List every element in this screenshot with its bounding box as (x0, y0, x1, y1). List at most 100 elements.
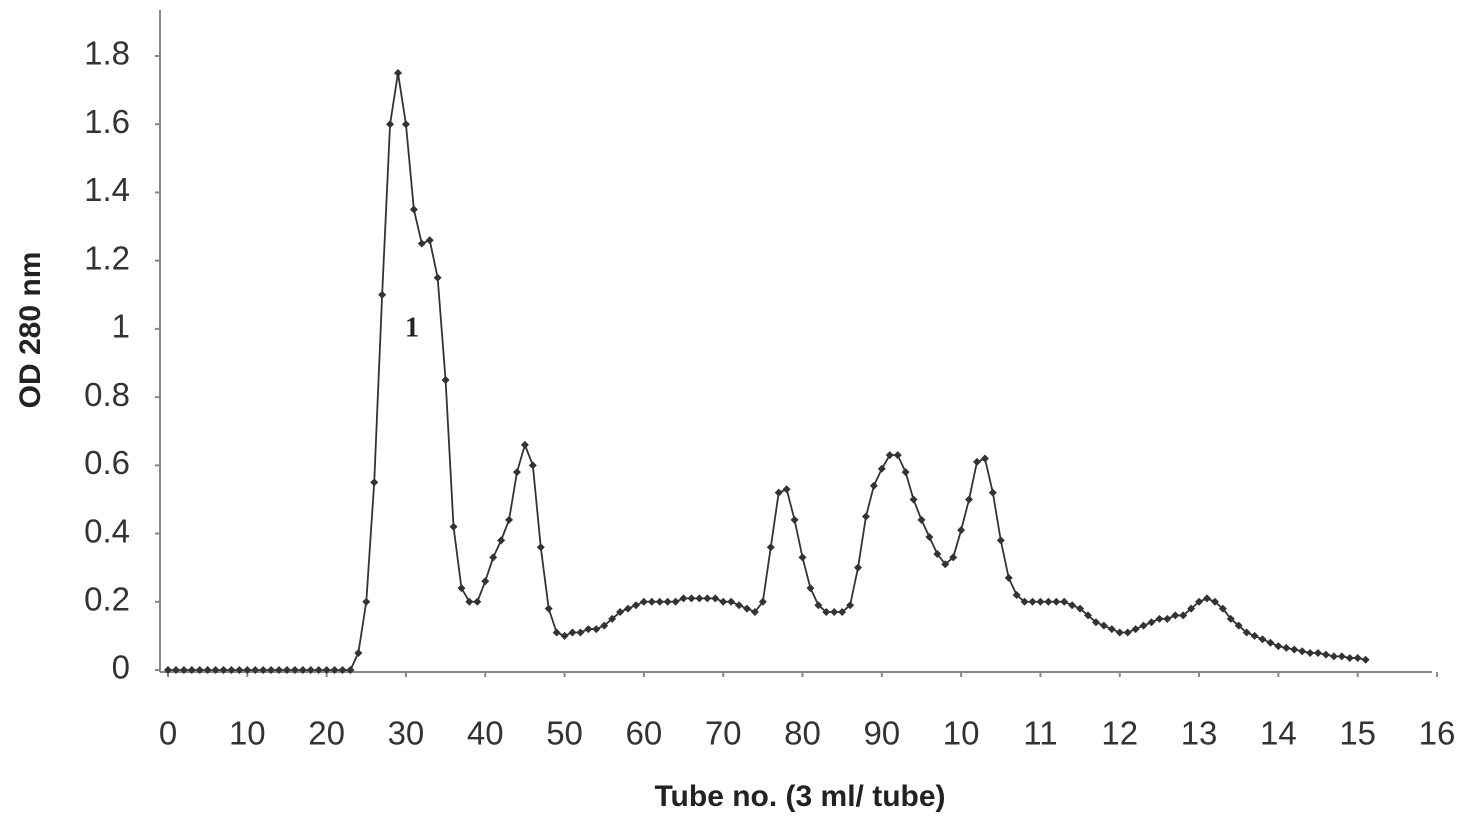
data-point (742, 604, 751, 613)
data-point (806, 584, 815, 593)
data-point (338, 666, 347, 674)
data-point (1163, 614, 1172, 623)
data-point (314, 666, 323, 674)
data-point (290, 666, 299, 674)
data-point (774, 488, 783, 497)
data-point (909, 495, 918, 504)
data-point (758, 597, 767, 606)
data-point (750, 608, 759, 617)
y-tick-label: 0.4 (84, 512, 130, 549)
data-point (1123, 628, 1132, 637)
y-tick-label: 1.6 (84, 103, 130, 140)
data-point (766, 543, 775, 552)
data-point (1091, 618, 1100, 627)
data-point (1226, 614, 1235, 623)
data-point (433, 273, 442, 282)
data-point (980, 454, 989, 463)
data-point (552, 628, 561, 637)
data-point (822, 608, 831, 617)
x-tick-label: 0 (159, 715, 177, 752)
data-point (624, 604, 633, 613)
y-tick-label: 1.8 (84, 35, 130, 72)
data-point (965, 495, 974, 504)
data-point (1314, 648, 1323, 657)
data-point (425, 236, 434, 245)
data-point (259, 666, 268, 674)
data-point (394, 69, 403, 78)
data-point (235, 666, 244, 674)
data-point (996, 536, 1005, 545)
data-point (1306, 648, 1315, 657)
data-point (798, 553, 807, 562)
data-point (671, 597, 680, 606)
data-point (528, 461, 537, 470)
data-point (647, 597, 656, 606)
data-point (401, 120, 410, 129)
x-tick-label: 20 (308, 715, 345, 752)
data-point (520, 440, 529, 449)
data-point (1068, 601, 1077, 610)
data-point (782, 485, 791, 494)
data-point (1004, 573, 1013, 582)
data-point (536, 543, 545, 552)
data-point (814, 601, 823, 610)
data-point (600, 621, 609, 630)
data-point (473, 597, 482, 606)
y-tick-label: 0.8 (84, 376, 130, 413)
y-tick-label: 0.2 (84, 580, 130, 617)
data-point (957, 526, 966, 535)
data-point (949, 553, 958, 562)
y-tick-label: 1 (112, 308, 130, 345)
data-point (282, 666, 291, 674)
x-tick-label: 14 (1260, 715, 1297, 752)
data-point (592, 625, 601, 634)
data-point (925, 532, 934, 541)
data-point (584, 625, 593, 634)
x-tick-label: 90 (863, 715, 900, 752)
data-point (1084, 611, 1093, 620)
data-point (1020, 597, 1029, 606)
data-point (830, 608, 839, 617)
x-tick-label: 30 (388, 715, 425, 752)
data-point (877, 464, 886, 473)
data-point (298, 666, 307, 674)
data-point (1242, 628, 1251, 637)
data-point (330, 666, 339, 674)
data-point (449, 522, 458, 531)
data-point (275, 666, 284, 674)
y-tick-label: 0 (112, 649, 130, 686)
data-point (267, 666, 276, 674)
data-point (1076, 604, 1085, 613)
data-point (1282, 643, 1291, 652)
data-point (1329, 652, 1338, 661)
data-point (465, 597, 474, 606)
data-point (171, 666, 180, 674)
data-point (616, 608, 625, 617)
data-point (441, 376, 450, 385)
data-line (168, 72, 1366, 671)
data-point (639, 597, 648, 606)
data-point (1115, 628, 1124, 637)
data-point (1052, 597, 1061, 606)
data-point (481, 577, 490, 586)
data-point (719, 597, 728, 606)
x-tick-label: 11 (1023, 715, 1057, 752)
data-point (497, 536, 506, 545)
data-point (560, 631, 569, 640)
data-point (1353, 654, 1362, 663)
data-point (1131, 625, 1140, 634)
data-point (322, 666, 331, 674)
y-tick-label: 0.6 (84, 444, 130, 481)
data-point (164, 666, 172, 674)
data-point (1361, 655, 1370, 664)
data-point (1202, 594, 1211, 603)
data-point (608, 614, 617, 623)
data-point (663, 597, 672, 606)
data-point (179, 666, 188, 674)
x-tick-label: 12 (1101, 715, 1138, 752)
data-point (544, 604, 553, 613)
data-point (1107, 625, 1116, 634)
data-point (972, 457, 981, 466)
data-point (370, 478, 379, 487)
data-point (893, 451, 902, 460)
